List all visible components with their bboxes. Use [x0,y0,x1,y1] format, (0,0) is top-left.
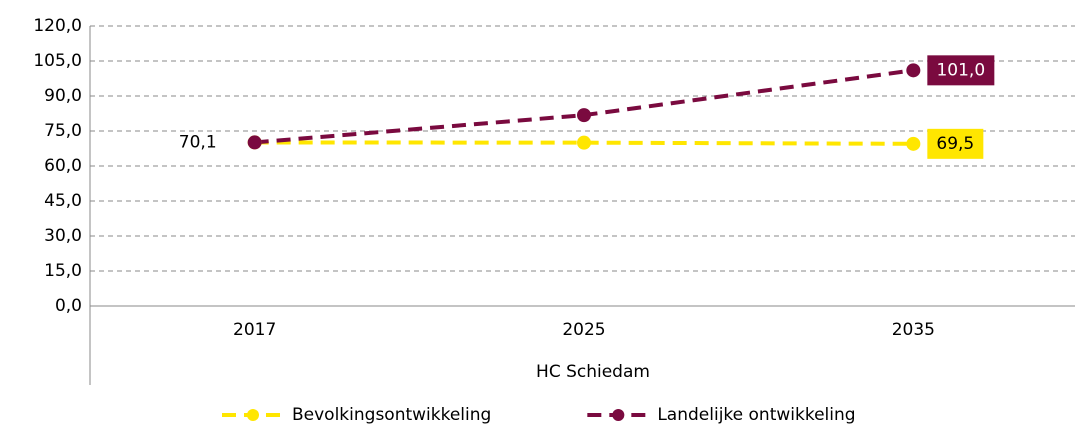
y-tick-label: 45,0 [44,191,82,211]
y-tick-label: 120,0 [33,16,82,36]
legend-label: Landelijke ontwikkeling [657,405,855,425]
y-tick-label: 90,0 [44,86,82,106]
data-label: 69,5 [936,134,974,154]
marker [577,108,591,123]
y-tick-label: 15,0 [44,261,82,281]
marker [247,135,262,150]
legend-label: Bevolkingsontwikkeling [292,405,491,425]
legend-marker [612,409,625,421]
y-tick-label: 75,0 [44,121,82,141]
data-label: 70,1 [179,132,217,152]
group-label: HC Schiedam [536,362,650,382]
x-tick-label: 2025 [562,320,605,340]
data-label: 101,0 [936,60,985,80]
x-tick-label: 2017 [233,320,276,340]
data-label-box [927,128,984,159]
y-tick-label: 30,0 [44,226,82,246]
y-tick-label: 0,0 [55,296,82,316]
y-tick-label: 60,0 [44,156,82,176]
legend-marker [247,409,259,421]
x-tick-label: 2035 [892,320,935,340]
marker [577,135,591,150]
series-line [254,68,914,145]
data-label-box [927,55,995,86]
marker [906,63,921,78]
marker [906,136,921,151]
y-tick-label: 105,0 [33,51,82,71]
